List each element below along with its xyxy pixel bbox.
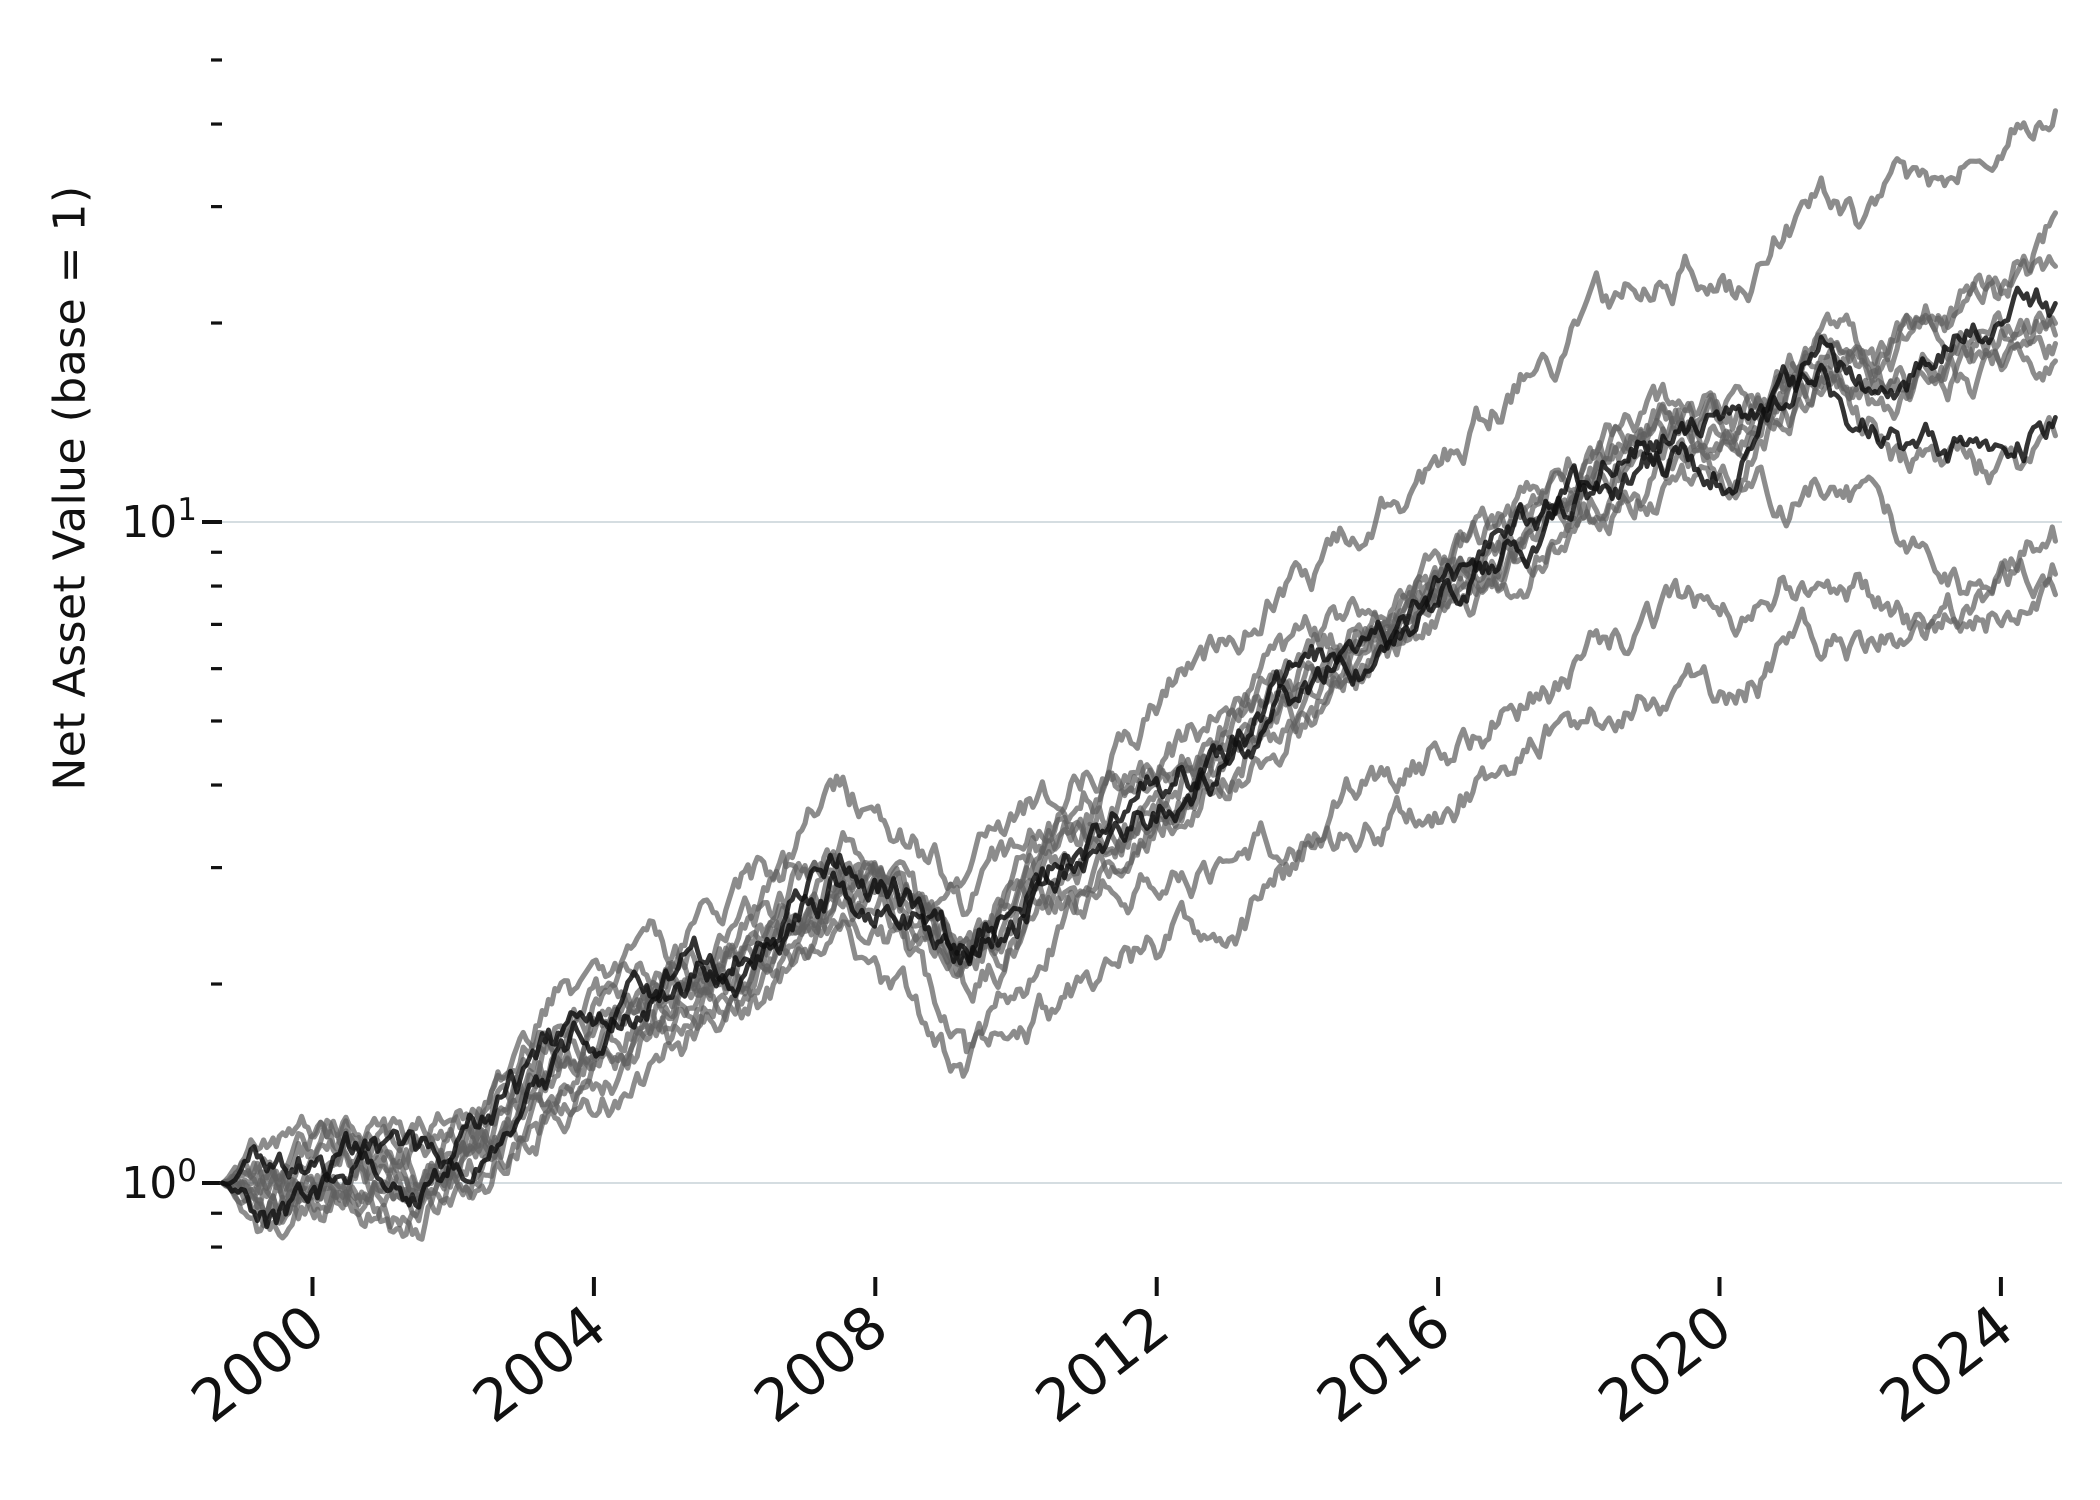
simulated-path-11 bbox=[219, 556, 2058, 1239]
simulated-path-08 bbox=[220, 362, 2058, 1210]
x-tick-label-text: 2016 bbox=[1305, 1291, 1463, 1435]
x-tick-label-text: 2000 bbox=[179, 1291, 337, 1435]
simulated-path-05 bbox=[219, 310, 2058, 1211]
x-tick-label: 2004 bbox=[460, 1291, 618, 1435]
x-tick-label: 2016 bbox=[1305, 1291, 1463, 1435]
simulated-path-04 bbox=[220, 285, 2058, 1230]
y-tick-label: 101 bbox=[121, 492, 197, 548]
simulated-path-13 bbox=[219, 310, 2058, 1196]
y-axis-title: Net Asset Value (base = 1) bbox=[44, 185, 96, 791]
x-tick-label: 2000 bbox=[179, 1291, 337, 1435]
x-tick-label: 2020 bbox=[1586, 1291, 1744, 1435]
simulated-path-10 bbox=[219, 462, 2058, 1222]
x-tick-label: 2024 bbox=[1867, 1291, 2025, 1435]
x-tick-label-text: 2024 bbox=[1867, 1291, 2025, 1435]
x-tick-label: 2008 bbox=[742, 1291, 900, 1435]
simulated-path-12 bbox=[219, 571, 2058, 1242]
x-tick-label-text: 2004 bbox=[460, 1291, 618, 1435]
simulated-path-01 bbox=[219, 108, 2058, 1201]
x-tick-label-text: 2020 bbox=[1586, 1291, 1744, 1435]
x-tick-label-text: 2008 bbox=[742, 1291, 900, 1435]
x-tick-label-text: 2012 bbox=[1023, 1291, 1181, 1435]
y-tick-label: 100 bbox=[121, 1153, 197, 1209]
x-tick-label: 2012 bbox=[1023, 1291, 1181, 1435]
